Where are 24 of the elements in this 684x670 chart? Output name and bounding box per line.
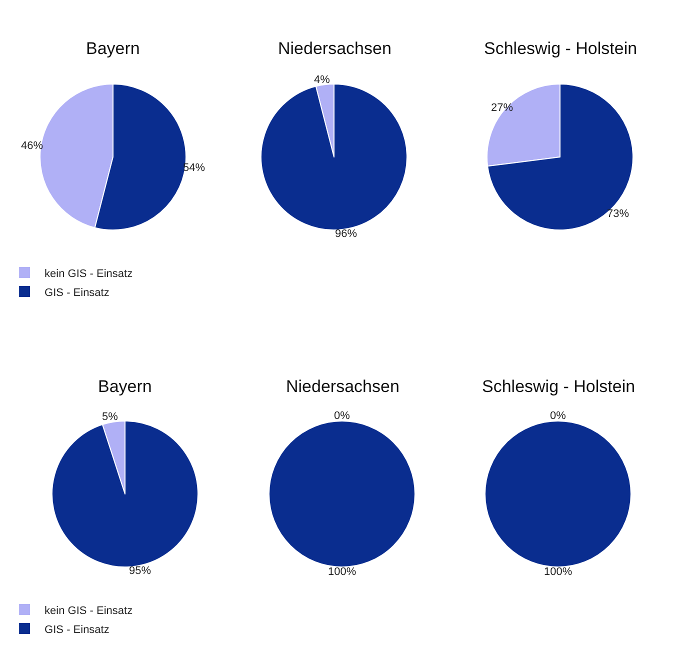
chart-title: Bayern bbox=[86, 39, 140, 58]
data-label: 46% bbox=[21, 140, 44, 152]
pie-slice bbox=[260, 84, 408, 230]
data-label: 5% bbox=[102, 411, 118, 423]
legend-label: kein GIS - Einsatz bbox=[44, 604, 133, 617]
pie-slice bbox=[487, 84, 634, 230]
data-label: 73% bbox=[607, 208, 630, 220]
data-label: 4% bbox=[314, 74, 330, 86]
chart-title: Bayern bbox=[98, 377, 152, 396]
legend-label: GIS - Einsatz bbox=[44, 286, 110, 299]
chart-title: Schleswig - Holstein bbox=[482, 377, 636, 396]
data-label: 95% bbox=[129, 565, 152, 577]
data-label: 100% bbox=[544, 566, 572, 578]
data-label: 96% bbox=[335, 228, 358, 240]
legend-label: kein GIS - Einsatz bbox=[44, 268, 133, 280]
chart-title: Niedersachsen bbox=[278, 39, 392, 58]
text: 0% bbox=[334, 410, 350, 422]
chart-title: Schleswig - Holstein bbox=[484, 39, 638, 58]
data-label: 100% bbox=[328, 566, 356, 578]
text: 0% bbox=[550, 410, 566, 422]
legend-label: GIS - Einsatz bbox=[44, 624, 110, 636]
chart-title: Niedersachsen bbox=[286, 377, 400, 396]
pie-slice bbox=[52, 420, 198, 568]
data-label: 27% bbox=[491, 102, 514, 114]
